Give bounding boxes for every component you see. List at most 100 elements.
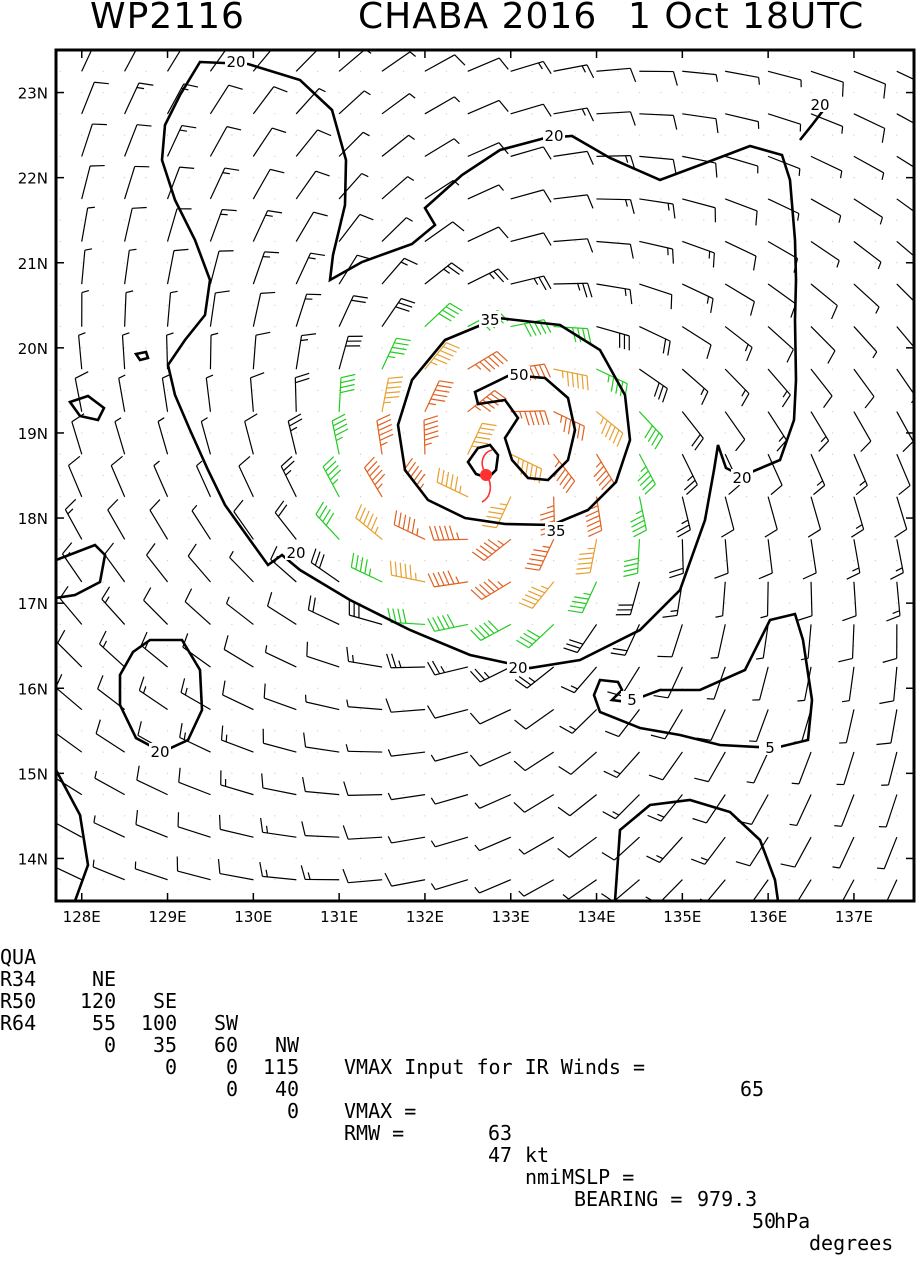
wind-barb [179, 768, 211, 795]
wind-barb [224, 635, 253, 667]
wind-barb [253, 252, 279, 284]
wind-barb [604, 752, 640, 777]
wind-barb [346, 744, 382, 752]
wind-barb [139, 677, 167, 710]
wind-barb [125, 291, 133, 327]
wind-barb [648, 795, 683, 821]
wind-barb [605, 710, 639, 737]
wind-barb [897, 412, 913, 452]
wind-barb [261, 818, 297, 837]
wind-barb [854, 241, 881, 268]
wind-barb [790, 795, 811, 826]
wind-barb [210, 127, 241, 157]
wind-barb [431, 752, 468, 761]
lon-tick-label: 134E [577, 908, 615, 924]
wind-speed-contours [56, 62, 825, 901]
wind-barb [468, 351, 508, 371]
wind-barb [682, 369, 708, 405]
wind-barb [428, 571, 468, 587]
wind-barb [382, 377, 403, 412]
wind-barb [811, 454, 825, 494]
wind-barb [430, 526, 468, 540]
contour-small-west [70, 396, 104, 420]
wind-barb [854, 156, 884, 180]
col-ne-header: NE [92, 968, 116, 990]
wind-barb [834, 795, 854, 827]
wind-barb [79, 333, 86, 369]
wind-barb [630, 497, 646, 537]
wind-barb [669, 539, 683, 577]
wind-barb [75, 372, 88, 412]
wind-barb [563, 880, 597, 899]
wind-barb [431, 795, 468, 804]
wind-barb [554, 151, 594, 164]
wind-barb [511, 61, 551, 73]
wind-barb [798, 582, 812, 620]
wind-barb [854, 454, 867, 494]
wind-barb [752, 667, 768, 700]
wind-barb [304, 733, 339, 753]
wind-barb [253, 87, 287, 114]
lat-tick-label: 15N [18, 765, 48, 783]
wind-barb [316, 502, 339, 539]
contour-label: 35 [480, 311, 499, 329]
wind-barb [851, 497, 863, 537]
wind-barb [768, 284, 796, 318]
vmax-unit: kt [525, 1144, 549, 1166]
wind-barb [425, 303, 462, 326]
wind-barb [428, 706, 468, 719]
wind-barb [611, 624, 640, 655]
wind-barb [725, 114, 758, 129]
wind-barb [647, 837, 683, 862]
lon-tick-label: 137E [835, 908, 873, 924]
wind-barb [94, 815, 125, 837]
wind-barb [168, 126, 197, 157]
wind-barb [475, 795, 511, 809]
lon-tick-label: 133E [492, 908, 530, 924]
r50-se: 35 [153, 1034, 177, 1056]
lat-tick-label: 20N [18, 340, 48, 358]
wind-barb [382, 52, 416, 71]
wind-barb [137, 766, 168, 795]
wind-barb [876, 710, 896, 745]
wind-barb [425, 97, 460, 114]
wind-barb [711, 624, 726, 658]
wind-barb [603, 795, 640, 819]
wind-barb [332, 414, 348, 454]
wind-barb [253, 169, 284, 199]
wind-barb [108, 499, 125, 539]
wind-barb [69, 456, 82, 496]
wind-barb [253, 128, 286, 156]
wind-barb [470, 710, 510, 724]
wind-barb [168, 42, 200, 71]
wind-barb [72, 414, 84, 454]
wind-barb [558, 837, 597, 857]
wind-barb [515, 710, 554, 730]
wind-barb [854, 114, 885, 143]
wind-barb [468, 227, 508, 241]
wind-barb [511, 104, 551, 116]
lon-tick-label: 136E [749, 908, 787, 924]
vmax-input-value: 65 [740, 1078, 764, 1100]
wind-barb [597, 199, 635, 214]
wind-barb [725, 199, 757, 225]
lat-tick-label: 22N [18, 170, 48, 188]
contour-sw-corner [56, 770, 88, 901]
r64-ne: 0 [104, 1034, 116, 1056]
wind-barb [768, 369, 790, 407]
wind-barb [356, 504, 382, 539]
wind-barb [811, 71, 843, 96]
wind-barb [425, 381, 454, 412]
wind-barb [561, 667, 596, 693]
lon-tick-label: 131E [320, 908, 358, 924]
wind-barb [308, 596, 339, 625]
wind-barb [428, 661, 468, 675]
wind-barb [425, 263, 463, 284]
wind-barb [230, 551, 254, 582]
wind-barb [222, 726, 254, 752]
contour-label: 20 [150, 743, 169, 761]
wind-barb [425, 222, 464, 242]
wind-barb [56, 674, 82, 709]
wind-barb [339, 174, 368, 199]
wind-barb [735, 880, 768, 908]
